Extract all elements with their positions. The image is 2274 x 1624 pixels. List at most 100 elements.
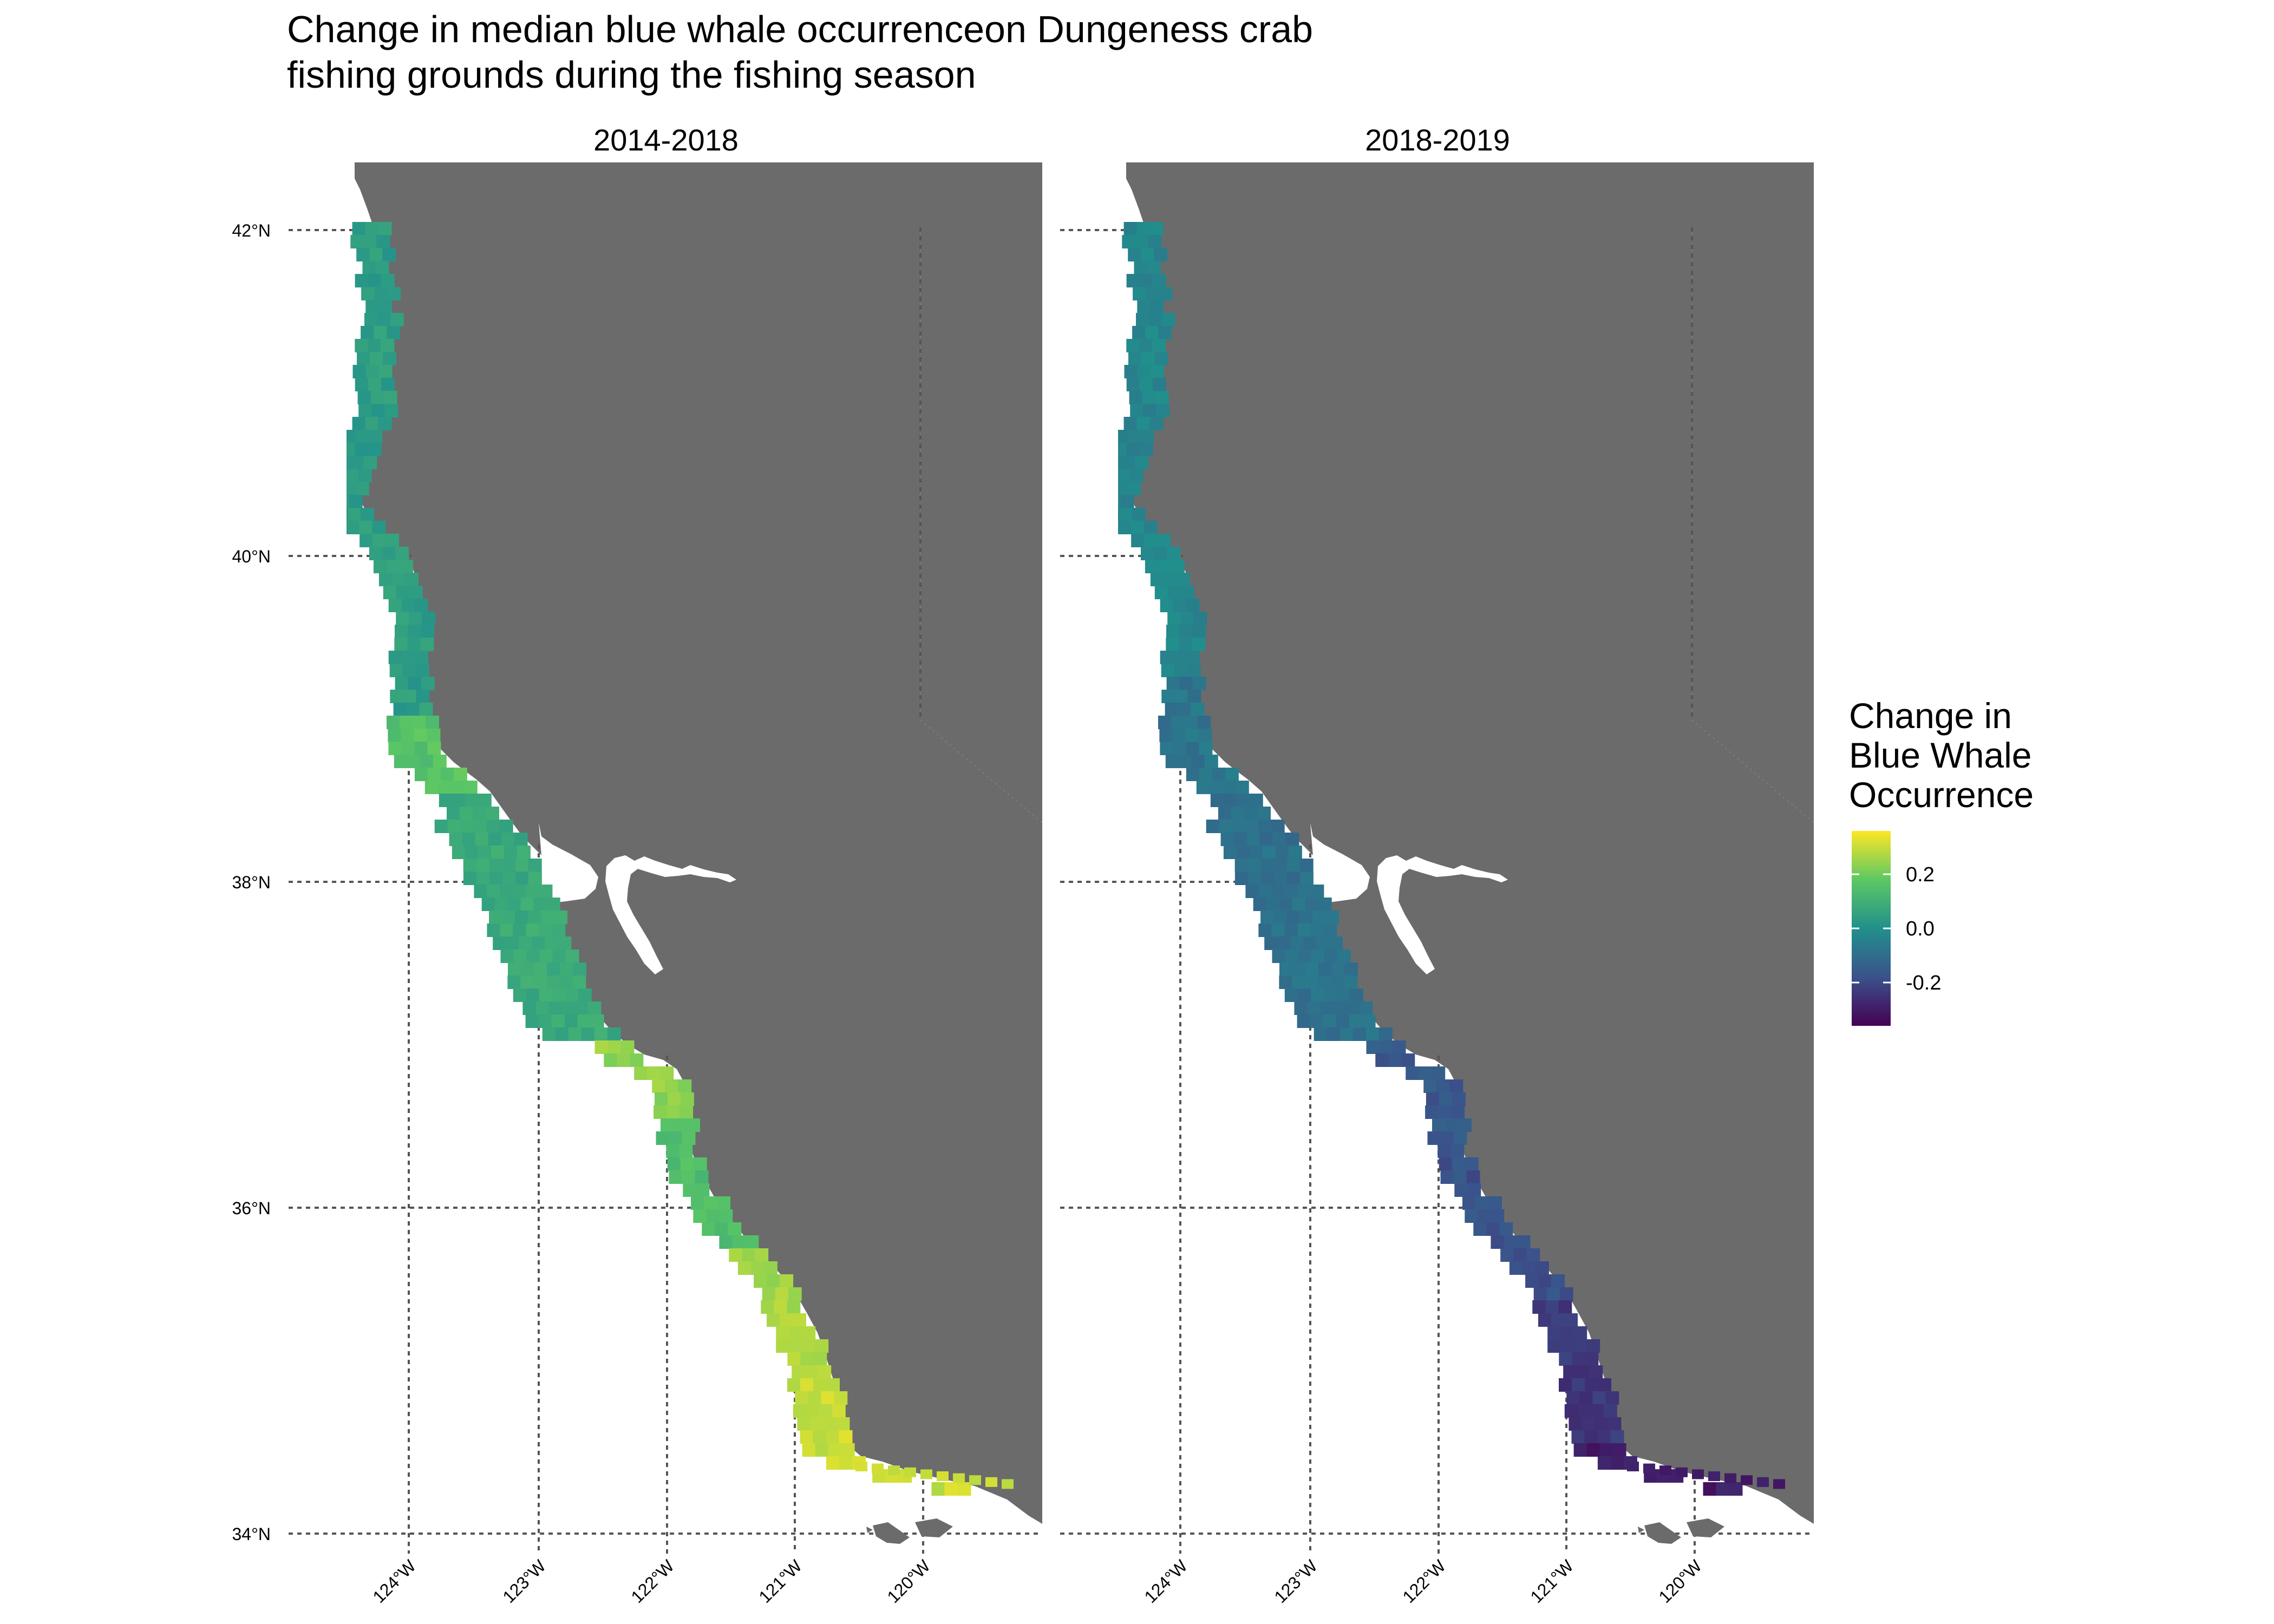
legend-ticks: 0.2 0.0 -0.2	[1852, 863, 1941, 994]
occurrence-cell	[789, 1326, 803, 1340]
occurrence-cell	[422, 612, 436, 625]
occurrence-cell	[365, 300, 380, 313]
occurrence-cell	[401, 651, 415, 664]
occurrence-cell	[462, 833, 476, 846]
occurrence-cell	[1272, 833, 1286, 846]
occurrence-cell	[414, 768, 428, 781]
occurrence-cell	[1139, 443, 1153, 456]
occurrence-cell	[507, 898, 521, 911]
occurrence-cell	[1118, 495, 1121, 508]
occurrence-cell	[1249, 794, 1263, 807]
occurrence-cell	[1160, 742, 1174, 755]
occurrence-cell	[1392, 1040, 1406, 1054]
occurrence-cell	[1197, 716, 1211, 729]
occurrence-cell	[656, 1131, 670, 1145]
occurrence-cell	[1167, 586, 1181, 599]
occurrence-cell	[678, 1079, 692, 1093]
occurrence-cell	[463, 859, 477, 872]
occurrence-cell	[1560, 1326, 1574, 1340]
occurrence-cell	[1436, 1079, 1450, 1093]
occurrence-cell	[463, 781, 478, 794]
occurrence-cell	[347, 495, 350, 508]
occurrence-cell	[1324, 949, 1338, 963]
occurrence-cell	[1279, 898, 1293, 911]
occurrence-cell	[1273, 911, 1288, 924]
occurrence-cell	[787, 1378, 801, 1392]
occurrence-cell	[834, 1391, 848, 1405]
occurrence-cell	[1184, 716, 1198, 729]
graticule-right	[1060, 227, 1814, 1554]
occurrence-cell	[1610, 1430, 1624, 1444]
occurrence-cell	[691, 1196, 704, 1210]
occurrence-cell	[1173, 651, 1187, 664]
occurrence-cell	[1333, 1001, 1347, 1015]
sf-bay-left	[605, 855, 736, 974]
occurrence-cell	[370, 391, 384, 404]
occurrence-cell	[793, 1404, 807, 1418]
occurrence-cell	[1161, 690, 1175, 703]
occurrence-grid-left	[347, 222, 1014, 1496]
occurrence-cell	[475, 833, 489, 846]
occurrence-cell	[437, 781, 452, 794]
occurrence-cell	[1172, 729, 1186, 742]
occurrence-cell	[1426, 1092, 1440, 1106]
occurrence-cell	[522, 1001, 537, 1015]
occurrence-cell	[1522, 1261, 1536, 1275]
occurrence-cell	[573, 962, 586, 976]
occurrence-cell	[561, 1001, 576, 1015]
occurrence-cell	[1143, 521, 1158, 534]
occurrence-cell	[1173, 599, 1187, 612]
occurrence-cell	[953, 1473, 965, 1483]
legend-tick-label: 0.2	[1906, 863, 1935, 886]
occurrence-cell	[373, 560, 387, 573]
channel-islands-right	[1638, 1518, 1724, 1544]
occurrence-cell	[1349, 1014, 1363, 1028]
occurrence-cell	[387, 287, 401, 300]
occurrence-cell	[1439, 1157, 1453, 1171]
occurrence-cell	[1165, 755, 1179, 768]
occurrence-cell	[383, 352, 396, 365]
occurrence-cell	[1305, 898, 1319, 911]
occurrence-cell	[401, 742, 415, 755]
occurrence-cell	[1148, 235, 1162, 248]
occurrence-cell	[1292, 962, 1306, 976]
occurrence-cell	[1118, 482, 1128, 495]
occurrence-cell	[1292, 898, 1306, 911]
occurrence-cell	[1406, 1066, 1420, 1080]
occurrence-cell	[1547, 1326, 1561, 1340]
occurrence-cell	[666, 1105, 681, 1119]
occurrence-cell	[931, 1482, 945, 1496]
occurrence-cell	[396, 586, 410, 599]
occurrence-cell	[1155, 391, 1169, 404]
occurrence-cell	[660, 1066, 674, 1080]
occurrence-cell	[1532, 1300, 1546, 1314]
occurrence-cell	[421, 625, 434, 638]
occurrence-cell	[1162, 313, 1175, 326]
occurrence-cell	[1118, 469, 1131, 482]
occurrence-cell	[1379, 1040, 1393, 1054]
occurrence-cell	[1246, 833, 1260, 846]
occurrence-cell	[669, 1131, 683, 1145]
occurrence-cell	[1247, 872, 1262, 885]
occurrence-cell	[1210, 794, 1224, 807]
occurrence-cell	[358, 469, 372, 482]
panel-label-left: 2014-2018	[593, 123, 739, 157]
occurrence-cell	[1577, 1404, 1591, 1418]
occurrence-cell	[604, 1053, 618, 1067]
occurrence-cell	[1692, 1469, 1704, 1479]
occurrence-cell	[500, 924, 514, 937]
occurrence-cell	[1419, 1066, 1433, 1080]
occurrence-cell	[504, 846, 518, 859]
occurrence-cell	[719, 1235, 733, 1249]
occurrence-cell	[1741, 1475, 1753, 1485]
occurrence-cell	[501, 833, 515, 846]
occurrence-cell	[1165, 703, 1179, 716]
occurrence-cell	[1187, 664, 1201, 677]
occurrence-cell	[1724, 1473, 1736, 1483]
occurrence-cell	[476, 872, 490, 885]
occurrence-cell	[1589, 1365, 1603, 1379]
occurrence-cell	[1136, 313, 1149, 326]
occurrence-cell	[391, 573, 406, 586]
occurrence-cell	[802, 1443, 816, 1457]
occurrence-cell	[1152, 274, 1166, 287]
